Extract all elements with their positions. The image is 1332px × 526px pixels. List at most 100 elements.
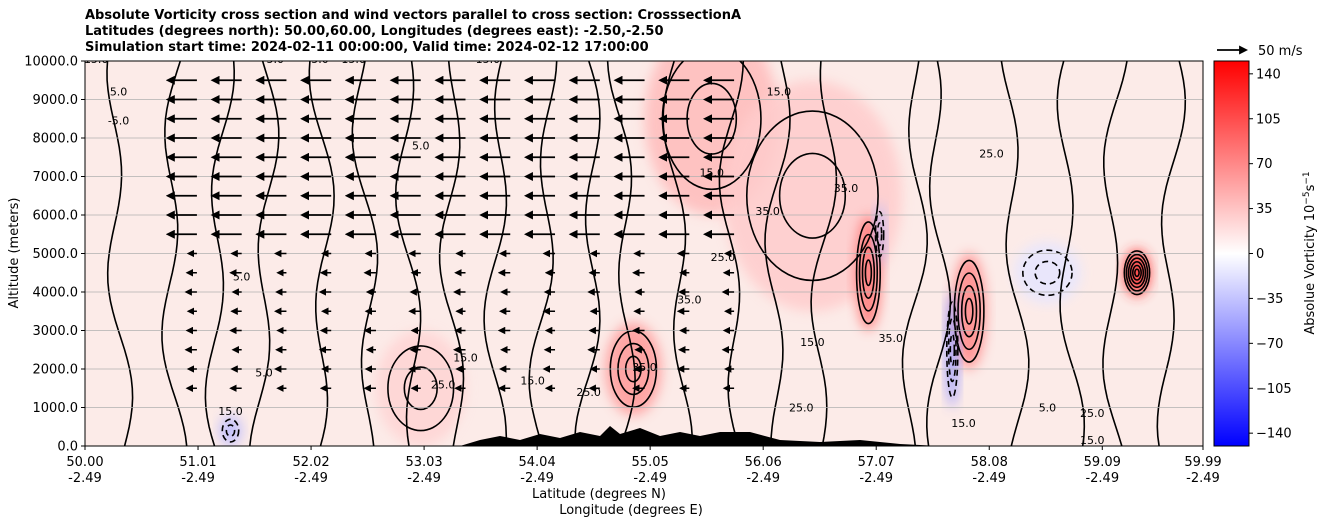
colorbar-tick-label-0: 140 — [1256, 67, 1281, 82]
y-tick-label-3: 3000.0 — [33, 324, 79, 339]
colorbar-tick-label-3: 35 — [1256, 202, 1273, 217]
contour-label-4: 15.0 — [476, 53, 501, 66]
x-tick-lat-label-10: 59.99 — [1184, 455, 1221, 470]
x-tick-lat-label-5: 55.05 — [632, 455, 669, 470]
contour-ring-7-2 — [1131, 264, 1142, 281]
terrain-profile — [460, 426, 940, 446]
contour-label-10: 35.0 — [755, 205, 780, 218]
contour-label-26: 5.0 — [255, 367, 273, 380]
colorbar-label-unit: s — [1303, 184, 1318, 191]
y-axis-label: Altitude (meters) — [7, 198, 22, 309]
y-tick-label-5: 5000.0 — [33, 247, 79, 262]
x-tick-lat-label-1: 51.01 — [179, 455, 216, 470]
colorbar-tick-label-6: −70 — [1256, 337, 1283, 352]
quiver-key-label: 50 m/s — [1258, 44, 1303, 59]
chart-title-line-3: Simulation start time: 2024-02-11 00:00:… — [85, 40, 649, 55]
contour-label-6: -5.0 — [108, 115, 129, 128]
chart-title-line-2: Latitudes (degrees north): 50.00,60.00, … — [85, 24, 664, 39]
x-tick-lon-label-0: -2.49 — [68, 471, 102, 486]
y-tick-label-4: 4000.0 — [33, 286, 79, 301]
contour-ring-5-4 — [953, 259, 985, 363]
x-tick-lon-label-1: -2.49 — [181, 471, 215, 486]
contour-label-22: 25.0 — [789, 401, 814, 414]
contour-ring-3-4 — [855, 221, 882, 325]
contour-label-15: 15.0 — [800, 336, 825, 349]
y-tick-label-7: 7000.0 — [33, 170, 79, 185]
colorbar-tick-label-1: 105 — [1256, 112, 1281, 127]
colorbar-tick-label-2: 70 — [1256, 157, 1273, 172]
x-tick-lon-label-4: -2.49 — [520, 471, 554, 486]
vorticity-feature-5 — [952, 253, 986, 369]
contour-label-3: 15.0 — [341, 53, 366, 66]
contour-label-2: 5.0 — [311, 53, 329, 66]
y-tick-label-8: 8000.0 — [33, 132, 79, 147]
contour-label-8: 15.0 — [767, 86, 792, 99]
x-tick-lon-label-9: -2.49 — [1085, 471, 1119, 486]
colorbar-label-exponent: −5 — [1302, 191, 1312, 204]
contour-label-9: 15.0 — [699, 167, 724, 180]
colorbar-ticks: 140 105 70 35 0 −35 −70 −105 −140 — [1249, 67, 1292, 442]
colorbar-label-base: Absolue Vorticity 10 — [1303, 205, 1318, 335]
x-axis-label-longitude: Longitude (degrees E) — [559, 503, 703, 518]
y-tick-label-1: 1000.0 — [33, 401, 79, 416]
contour-ring-7-1 — [1134, 268, 1140, 278]
colorbar-tick-label-8: −140 — [1256, 427, 1292, 442]
contour-ring-3-1 — [864, 259, 873, 287]
contour-ring-2-1 — [778, 152, 847, 239]
contour-labels: 15.0 5.0 5.0 15.0 15.0 5.0 -5.0 5.0 15.0 15.0 35.0… — [84, 53, 1105, 447]
x-tick-lon-label-10: -2.49 — [1186, 471, 1220, 486]
contour-ring-7-3 — [1129, 261, 1145, 285]
colorbar-label-unit-exponent: −1 — [1302, 171, 1312, 184]
contour-ring-10-2 — [1022, 249, 1073, 297]
colorbar-tick-label-7: −105 — [1256, 382, 1292, 397]
contour-ring-6-1 — [949, 333, 956, 367]
colorbar-tick-label-5: −35 — [1256, 292, 1283, 307]
contour-label-24: 25.0 — [1080, 407, 1105, 420]
contour-label-5: 5.0 — [110, 86, 128, 99]
contour-label-28: 35.0 — [677, 294, 702, 307]
contour-label-27: 15.0 — [1080, 434, 1105, 447]
contour-label-20: 35.0 — [632, 361, 657, 374]
y-tick-label-9: 9000.0 — [33, 93, 79, 108]
contour-ring-5-2 — [960, 285, 978, 338]
x-axis-label-latitude: Latitude (degrees N) — [532, 487, 666, 502]
x-tick-lon-label-7: -2.49 — [859, 471, 893, 486]
contour-label-0: 15.0 — [84, 53, 109, 66]
contour-label-21: 25.0 — [576, 386, 601, 399]
contour-ring-4-1 — [876, 222, 883, 247]
colorbar-label: Absolue Vorticity 10−5s−1 — [1302, 171, 1318, 334]
contour-ring-7-5 — [1125, 253, 1149, 292]
contour-ring-10-1 — [1034, 260, 1061, 285]
x-tick-lat-label-2: 52.02 — [292, 455, 329, 470]
x-tick-lon-label-3: -2.49 — [407, 471, 441, 486]
y-axis: 0.0 1000.0 2000.0 3000.0 4000.0 5000.0 6000.0 7… — [24, 55, 85, 455]
y-tick-label-10: 10000.0 — [24, 55, 78, 70]
y-tick-label-0: 0.0 — [57, 440, 78, 455]
contour-ring-3-3 — [858, 233, 879, 312]
contour-label-29: 15.0 — [951, 417, 976, 430]
x-tick-lon-label-5: -2.49 — [633, 471, 667, 486]
terrain — [460, 426, 940, 446]
contour-label-25: 15.0 — [218, 405, 243, 418]
x-axis: 50.00-2.4951.01-2.4952.02-2.4953.03-2.49… — [66, 446, 1222, 486]
contour-label-14: 25.0 — [711, 251, 736, 264]
contour-label-17: 15.0 — [453, 351, 478, 364]
x-tick-lon-label-6: -2.49 — [746, 471, 780, 486]
contour-label-1: 5.0 — [267, 53, 285, 66]
vorticity-feature-10 — [1013, 241, 1082, 304]
contour-ring-6-3 — [945, 301, 959, 399]
contour-label-7: 5.0 — [412, 140, 430, 153]
contour-ring-9-1 — [403, 366, 438, 411]
colorbar — [1213, 60, 1250, 447]
contour-ring-8-1 — [225, 424, 236, 438]
x-tick-lat-label-7: 57.07 — [858, 455, 895, 470]
x-tick-lat-label-8: 58.08 — [971, 455, 1008, 470]
contour-label-18: 25.0 — [431, 378, 456, 391]
chart-title-line-1: Absolute Vorticity cross section and win… — [85, 8, 742, 23]
y-tick-label-2: 2000.0 — [33, 363, 79, 378]
contour-label-23: 5.0 — [1039, 401, 1057, 414]
contour-ring-6-2 — [947, 317, 957, 383]
vorticity-feature-6 — [945, 292, 960, 408]
contour-label-12: 25.0 — [979, 147, 1004, 160]
